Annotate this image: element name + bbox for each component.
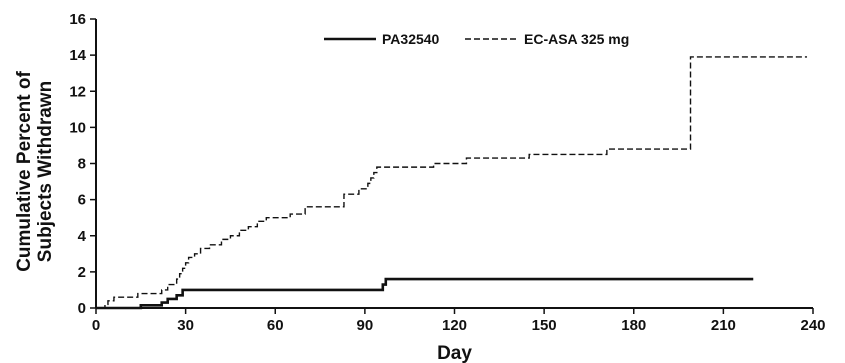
legend: PA32540 EC-ASA 325 mg bbox=[324, 31, 629, 47]
y-tick-label: 10 bbox=[69, 119, 86, 136]
x-tick-label: 0 bbox=[92, 317, 100, 334]
y-tick-label: 4 bbox=[78, 228, 87, 245]
axis-ticks: 0 2 4 6 8 10 12 14 16 0 30 60 90 120 150 180 210 240 bbox=[69, 11, 825, 334]
y-tick-label: 8 bbox=[78, 156, 86, 173]
x-axis-title: Day bbox=[437, 343, 472, 363]
x-tick-label: 90 bbox=[357, 317, 374, 334]
x-tick-label: 150 bbox=[532, 317, 557, 334]
x-tick-label: 30 bbox=[177, 317, 194, 334]
x-tick-label: 120 bbox=[442, 317, 467, 334]
y-tick-label: 0 bbox=[78, 300, 86, 317]
y-tick-label: 6 bbox=[78, 192, 86, 209]
y-tick-label: 14 bbox=[69, 47, 86, 64]
y-tick-label: 2 bbox=[78, 264, 86, 281]
legend-label: EC-ASA 325 mg bbox=[524, 31, 629, 47]
x-tick-label: 60 bbox=[267, 317, 284, 334]
x-tick-label: 180 bbox=[621, 317, 646, 334]
y-tick-label: 16 bbox=[69, 11, 86, 28]
series-line-ec-asa bbox=[101, 56, 808, 309]
x-tick-label: 210 bbox=[711, 317, 736, 334]
y-axis-title-line: Subjects Withdrawn bbox=[35, 81, 56, 262]
y-axis-title-text: Cumulative Percent ofSubjects Withdrawn bbox=[14, 71, 56, 272]
y-tick-label: 12 bbox=[69, 83, 86, 100]
legend-label: PA32540 bbox=[382, 31, 440, 47]
y-axis-title-line: Cumulative Percent of bbox=[14, 71, 35, 272]
series-line-pa32540 bbox=[96, 277, 754, 310]
series-lines bbox=[96, 56, 808, 310]
x-tick-label: 240 bbox=[800, 317, 825, 334]
y-axis-title: Cumulative Percent ofSubjects Withdrawn bbox=[14, 71, 56, 272]
